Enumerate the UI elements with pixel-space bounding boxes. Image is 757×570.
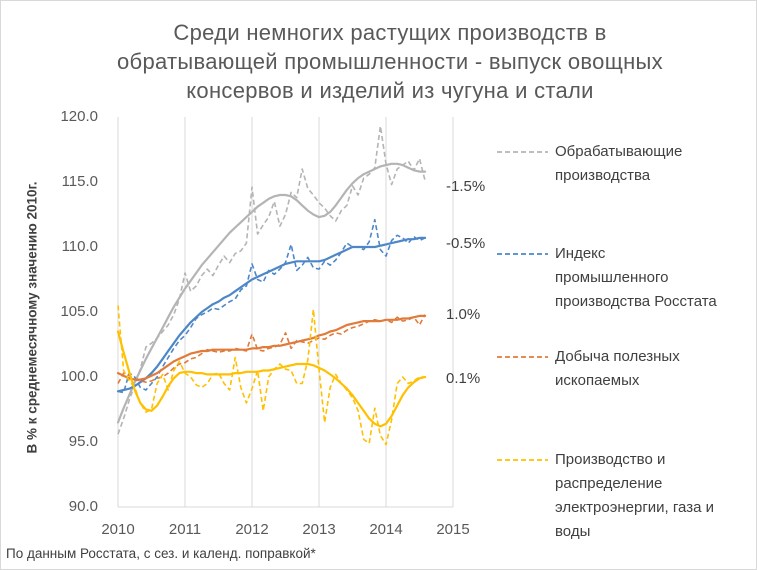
legend-item-mining: Добыча полезных ископаемых <box>555 345 680 393</box>
chart-title-line-1: Среди немногих растущих производств в <box>173 20 607 45</box>
y-tick-label: 105.0 <box>60 303 98 320</box>
legend-item-utilities: Производство и распределение электроэнер… <box>555 448 714 544</box>
legend-label-line: Индекс <box>555 245 606 262</box>
legend-label-line: производства <box>555 167 651 184</box>
x-tick-label: 2013 <box>302 521 336 538</box>
legend-label-line: Обрабатывающие <box>555 143 683 160</box>
chart-title-line-3: консервов и изделий из чугуна и стали <box>186 78 594 103</box>
series-dashed-line <box>117 314 426 384</box>
end-label-manufacturing: -1.5% <box>446 178 486 195</box>
chart-title: Среди немногих растущих производств в об… <box>60 18 720 105</box>
y-tick-label: 100.0 <box>60 368 98 385</box>
legend-label-line: электроэнергии, газа и <box>555 499 714 516</box>
x-tick-label: 2014 <box>369 521 403 538</box>
legend-label-line: производства Росстата <box>555 293 717 310</box>
series-dashed-line <box>117 125 426 435</box>
legend-label-line: воды <box>555 523 591 540</box>
source-footnote: По данным Росстата, с сез. и календ. поп… <box>6 546 316 561</box>
legend-label-line: Производство и <box>555 451 666 468</box>
legend-label-line: ископаемых <box>555 372 640 389</box>
x-tick-label: 2011 <box>168 521 202 538</box>
x-tick-label: 2015 <box>436 521 470 538</box>
x-tick-label: 2010 <box>101 521 135 538</box>
end-label-mining: 1.0% <box>446 306 481 323</box>
y-tick-label: 115.0 <box>61 173 98 190</box>
end-label-industrial-index: -0.5% <box>446 235 486 252</box>
legend-item-industrial-index: Индекс промышленного производства Росста… <box>555 242 717 314</box>
series-dashed-line <box>117 218 426 394</box>
chart-title-line-2: обратывающей промышленности - выпуск ово… <box>117 49 663 74</box>
series-trend-line <box>116 236 427 393</box>
legend-item-manufacturing: Обрабатывающие производства <box>555 140 682 188</box>
y-tick-label: 90.0 <box>68 498 98 515</box>
end-label-utilities: 0.1% <box>446 370 481 387</box>
series-trend-line <box>116 162 427 424</box>
y-tick-label: 95.0 <box>68 433 98 450</box>
y-tick-label: 110.0 <box>61 238 98 255</box>
x-tick-label: 2012 <box>235 521 269 538</box>
series-trend-line <box>116 314 427 381</box>
series-dashed-line <box>117 305 426 446</box>
legend-label-line: распределение <box>555 475 663 492</box>
legend-label-line: Добыча полезных <box>555 348 680 365</box>
legend-label-line: промышленного <box>555 269 669 286</box>
y-tick-label: 120.0 <box>60 108 98 125</box>
